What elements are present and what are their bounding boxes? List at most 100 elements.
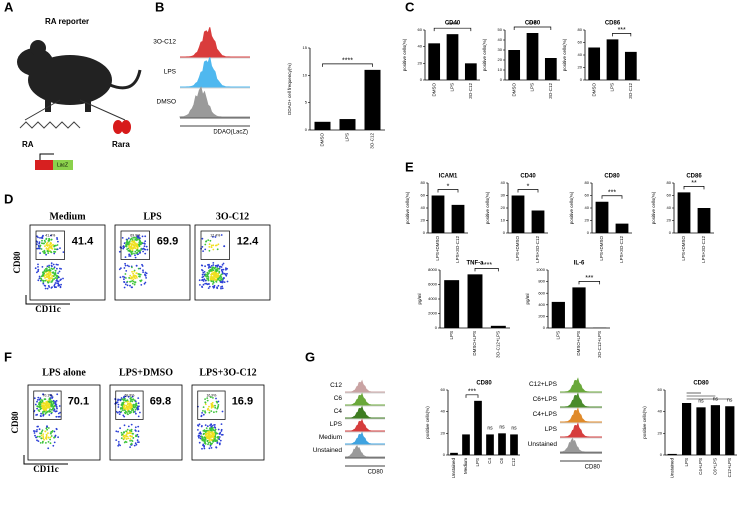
y-tick-label: 8000 bbox=[428, 267, 438, 272]
y-tick-label: 0 bbox=[443, 452, 446, 457]
flow-dot bbox=[35, 430, 38, 433]
flow-dot bbox=[135, 264, 138, 267]
x-tick-label: Medium bbox=[463, 458, 468, 474]
flow-dot bbox=[45, 405, 48, 407]
flow-dot bbox=[215, 397, 217, 400]
flow-dot bbox=[206, 275, 209, 277]
histogram-label: LPS bbox=[545, 426, 558, 433]
y-tick-label: 0 bbox=[420, 77, 423, 82]
flow-plot-title: LPS+DMSO bbox=[119, 367, 173, 378]
flow-dot bbox=[123, 246, 125, 249]
flow-dot bbox=[135, 443, 138, 446]
flow-dot bbox=[48, 406, 51, 409]
bar bbox=[667, 453, 677, 455]
flow-dot bbox=[39, 442, 42, 444]
flow-dot bbox=[38, 428, 41, 431]
histogram-trace bbox=[560, 377, 602, 393]
histogram-trace bbox=[180, 57, 250, 88]
gate-value: 69.9 bbox=[157, 235, 178, 247]
flow-dot bbox=[209, 431, 211, 434]
flow-dot bbox=[200, 414, 203, 417]
bar bbox=[526, 33, 539, 80]
flow-dot bbox=[127, 413, 129, 416]
flow-dot bbox=[124, 262, 126, 265]
flow-dot bbox=[37, 270, 39, 273]
flow-dot bbox=[39, 402, 42, 404]
flow-dot bbox=[43, 402, 45, 405]
flow-dot bbox=[203, 445, 206, 448]
flow-gate bbox=[35, 230, 65, 260]
x-tick-label: 3O-C12 bbox=[628, 83, 633, 99]
flow-dot bbox=[41, 266, 44, 268]
histogram-label: LPS bbox=[164, 69, 177, 76]
bar bbox=[474, 400, 482, 455]
flow-dot bbox=[131, 400, 134, 403]
flow-dot bbox=[123, 286, 126, 289]
flow-dot bbox=[211, 405, 214, 408]
flow-dot bbox=[46, 410, 49, 413]
flow-dot bbox=[50, 287, 53, 289]
annotation: ns bbox=[487, 426, 493, 432]
flow-dot bbox=[213, 286, 216, 288]
flow-dot bbox=[208, 433, 210, 435]
gate-value: 16.9 bbox=[232, 395, 253, 407]
flow-dot bbox=[135, 404, 138, 407]
flow-dot bbox=[125, 245, 128, 248]
flow-dot bbox=[213, 426, 216, 428]
histogram-trace bbox=[180, 27, 250, 58]
flow-dot bbox=[50, 400, 52, 402]
flow-dot bbox=[45, 436, 48, 439]
flow-dot bbox=[210, 270, 212, 272]
flow-dot bbox=[118, 443, 120, 445]
flow-dot bbox=[49, 397, 52, 399]
flow-dot bbox=[198, 279, 201, 282]
flow-dot bbox=[216, 286, 218, 289]
y-tick-label: 40 bbox=[498, 37, 503, 42]
flow-dot bbox=[53, 441, 56, 444]
flow-dot bbox=[128, 255, 131, 257]
flow-dot bbox=[117, 444, 120, 447]
flow-dot bbox=[51, 271, 54, 274]
flow-dot bbox=[136, 253, 139, 256]
flow-dot bbox=[130, 280, 132, 283]
histogram-trace bbox=[179, 86, 250, 118]
flow-dot bbox=[217, 404, 220, 406]
flow-dot bbox=[141, 241, 143, 244]
flow-dot bbox=[127, 406, 130, 408]
flow-dot bbox=[213, 267, 216, 270]
y-tick-label: 2000 bbox=[428, 311, 438, 316]
histogram-x-label: CD80 bbox=[585, 465, 601, 471]
flow-dot bbox=[53, 436, 56, 439]
flow-dot bbox=[130, 428, 133, 431]
significance-label: * bbox=[527, 183, 530, 190]
flow-dot bbox=[218, 442, 221, 445]
flow-dot bbox=[126, 284, 129, 287]
flow-dot bbox=[209, 239, 212, 242]
flow-dot bbox=[208, 405, 210, 408]
flow-dot bbox=[138, 239, 141, 242]
chart-title: CD80 bbox=[476, 381, 492, 387]
flow-dot bbox=[45, 407, 48, 410]
flow-dot bbox=[45, 427, 48, 430]
annotation: ns bbox=[713, 396, 719, 402]
flow-dot bbox=[122, 434, 125, 437]
flow-dot bbox=[135, 412, 137, 415]
flow-dot bbox=[129, 439, 132, 442]
flow-dot bbox=[122, 247, 125, 250]
flow-dot bbox=[121, 398, 123, 401]
flow-dot bbox=[36, 400, 38, 403]
flow-dot bbox=[38, 241, 41, 244]
flow-dot bbox=[207, 276, 210, 278]
flow-dot bbox=[42, 435, 45, 438]
flow-x-label: CD11c bbox=[33, 464, 59, 474]
flow-dot bbox=[201, 447, 203, 450]
flow-dot bbox=[56, 280, 59, 283]
flow-dot bbox=[125, 430, 127, 433]
bar bbox=[498, 433, 506, 455]
flow-dot bbox=[217, 437, 220, 439]
flow-dot bbox=[36, 439, 38, 442]
flow-dot bbox=[51, 277, 53, 280]
bar bbox=[511, 195, 525, 233]
flow-dot bbox=[211, 272, 213, 275]
flow-dot bbox=[41, 279, 43, 281]
